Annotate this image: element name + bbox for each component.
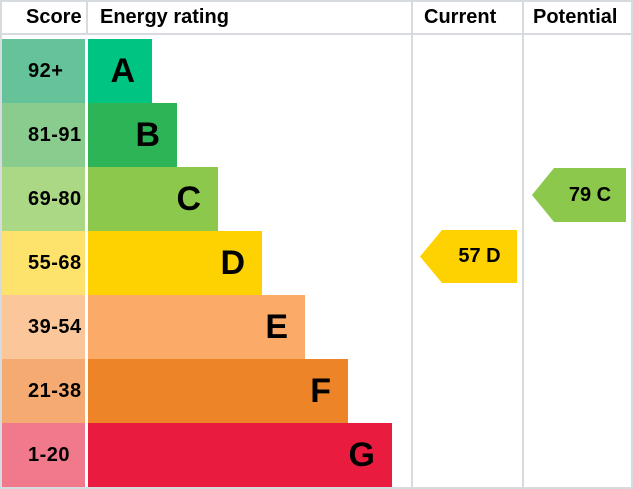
- score-range-label: 69-80: [2, 167, 85, 231]
- header-divider-line: [2, 33, 631, 35]
- score-range-label: 21-38: [2, 359, 85, 423]
- energy-band-bar-b: B: [88, 103, 177, 167]
- score-range-label: 1-20: [2, 423, 85, 487]
- band-row-c: 69-80 C: [2, 167, 409, 231]
- score-range-label: 92+: [2, 39, 85, 103]
- score-range-label: 55-68: [2, 231, 85, 295]
- energy-band-bar-g: G: [88, 423, 392, 487]
- header-potential: Potential: [533, 6, 618, 28]
- energy-band-bar-a: A: [88, 39, 152, 103]
- current-potential-divider: [522, 2, 524, 487]
- chart-current-column-divider: [411, 2, 413, 487]
- header-score: Score: [26, 6, 82, 28]
- header-energy-rating: Energy rating: [100, 6, 229, 28]
- band-row-g: 1-20 G: [2, 423, 409, 487]
- band-row-b: 81-91 B: [2, 103, 409, 167]
- energy-band-bar-f: F: [88, 359, 348, 423]
- score-column-divider: [86, 2, 88, 35]
- energy-band-rows: 92+ A 81-91 B 69-80 C 55-68 D 39-54 E 21…: [2, 39, 409, 487]
- score-range-label: 81-91: [2, 103, 85, 167]
- band-row-f: 21-38 F: [2, 359, 409, 423]
- energy-band-bar-e: E: [88, 295, 305, 359]
- potential-rating-arrow: 79 C: [532, 168, 626, 222]
- band-row-d: 55-68 D: [2, 231, 409, 295]
- current-rating-arrow: 57 D: [420, 230, 517, 283]
- band-row-e: 39-54 E: [2, 295, 409, 359]
- energy-band-bar-d: D: [88, 231, 262, 295]
- band-row-a: 92+ A: [2, 39, 409, 103]
- header-current: Current: [424, 6, 497, 28]
- score-range-label: 39-54: [2, 295, 85, 359]
- energy-band-bar-c: C: [88, 167, 218, 231]
